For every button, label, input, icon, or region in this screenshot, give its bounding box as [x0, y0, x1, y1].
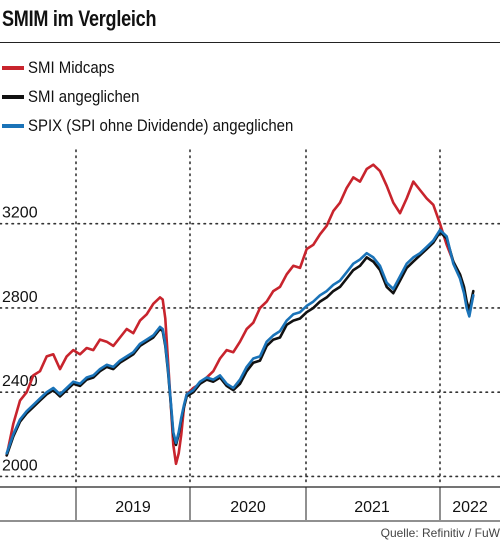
x-tick-label: 2020 [230, 499, 266, 516]
y-tick-label: 3200 [2, 205, 38, 222]
y-tick-label: 2800 [2, 289, 38, 306]
x-tick-label: 2019 [115, 499, 151, 516]
title-divider [0, 42, 500, 43]
x-tick-label: 2021 [354, 499, 390, 516]
source-note: Quelle: Refinitiv / FuW [380, 526, 500, 540]
series-line-2 [5, 228, 475, 455]
y-tick-label: 2000 [2, 457, 38, 474]
x-tick-label: 2022 [452, 499, 488, 516]
legend-label: SPIX (SPI ohne Dividende) angeglichen [28, 116, 294, 135]
legend-swatch-black [2, 95, 24, 99]
chart-title: SMIM im Vergleich [2, 6, 157, 31]
legend-swatch-blue [2, 124, 24, 128]
legend-label: SMI Midcaps [28, 58, 115, 77]
legend-swatch-red [2, 66, 24, 70]
legend-label: SMI angeglichen [28, 87, 140, 106]
series-line-0 [5, 163, 475, 466]
series-line-1 [5, 230, 475, 457]
